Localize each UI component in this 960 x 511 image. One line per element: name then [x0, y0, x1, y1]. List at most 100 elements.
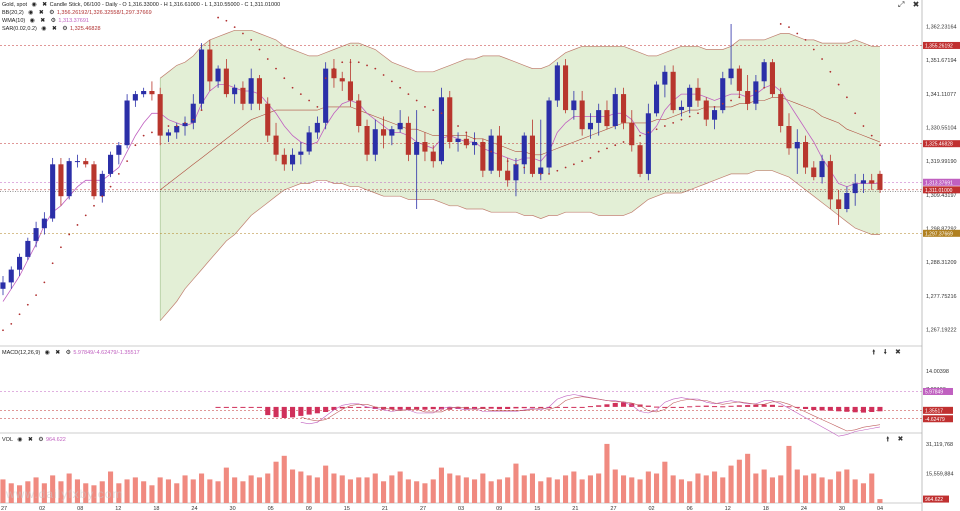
eye-icon[interactable]: ◉: [44, 350, 50, 356]
sar-dot: [697, 112, 699, 115]
macd-histogram-bar: [223, 406, 229, 408]
sar-dot: [515, 163, 517, 166]
sar-dot: [250, 39, 253, 41]
close-icon[interactable]: ✖: [55, 350, 61, 356]
macd-histogram-bar: [521, 406, 527, 409]
eye-icon[interactable]: ◉: [28, 10, 34, 16]
sar-dot: [407, 93, 410, 96]
volume-bar: [381, 481, 387, 503]
bollinger-band-fill: [160, 30, 880, 321]
volume-bar: [836, 471, 842, 503]
candle-body: [538, 167, 544, 174]
arrow-down-icon[interactable]: 🠛: [883, 349, 887, 356]
candle-body: [563, 65, 569, 111]
macd-histogram-bar: [587, 406, 593, 408]
sar-dot: [374, 67, 377, 70]
candle-body: [25, 240, 31, 257]
macd-flag-label: 1.35517: [925, 408, 943, 414]
eye-icon[interactable]: ◉: [17, 437, 23, 443]
close-icon[interactable]: ✖: [38, 10, 44, 16]
price-tick-label: 1,298.87292: [926, 227, 957, 233]
macd-histogram-bar: [687, 406, 693, 408]
close-icon[interactable]: ✖: [42, 2, 48, 8]
sar-dot: [870, 134, 873, 137]
sar-dot: [101, 195, 104, 198]
volume-bar: [372, 473, 378, 503]
sar-dot: [60, 246, 62, 249]
volume-bar: [554, 479, 560, 503]
volume-bar: [860, 483, 866, 503]
close-icon[interactable]: ✖: [894, 349, 901, 356]
arrow-expand-icon[interactable]: ⤢: [898, 0, 905, 9]
volume-bar: [290, 469, 296, 503]
price-flag-box: [923, 186, 960, 194]
close-icon[interactable]: ✖: [897, 436, 904, 443]
volume-bar: [339, 475, 345, 503]
sar-dot: [606, 147, 608, 150]
volume-bar: [116, 483, 122, 503]
signal-line: [300, 396, 881, 432]
price-tick-label: 1,319.99190: [926, 159, 957, 165]
candle-body: [58, 164, 64, 197]
gear-icon[interactable]: ⚙: [50, 18, 57, 24]
sar-dot: [746, 93, 749, 96]
volume-bar: [124, 479, 130, 503]
volume-bar: [17, 485, 23, 503]
wma-name: WMA(10): [2, 18, 26, 24]
volume-bar: [405, 479, 411, 503]
sar-dot: [51, 262, 54, 265]
candle-body: [794, 142, 800, 149]
volume-bar: [761, 469, 767, 503]
candle-body: [430, 151, 436, 162]
macd-histogram-bar: [397, 406, 403, 410]
volume-bar: [149, 485, 155, 503]
candle-body: [455, 138, 461, 142]
macd-histogram-bar: [389, 406, 395, 410]
gear-icon[interactable]: ⚙: [49, 10, 55, 16]
volume-bar: [654, 473, 660, 503]
close-icon[interactable]: ✖: [27, 437, 33, 443]
sar-dot: [490, 150, 493, 153]
price-flag-label: 1,311.01000: [925, 188, 953, 194]
eye-icon[interactable]: ◉: [29, 18, 35, 24]
macd-histogram-bar: [232, 406, 238, 408]
sar-dot: [117, 173, 120, 175]
candle-body: [587, 122, 593, 130]
candle-body: [389, 129, 395, 136]
sar-dot: [324, 77, 327, 80]
macd-histogram-bar: [869, 406, 875, 412]
sar-dot: [242, 32, 244, 35]
volume-bar: [844, 469, 850, 503]
macd-histogram-bar: [472, 406, 478, 410]
sar-dot: [879, 144, 881, 147]
candle-body: [41, 218, 47, 229]
volume-bar: [438, 467, 444, 503]
candle-body: [207, 49, 213, 82]
eye-icon[interactable]: ◉: [41, 26, 47, 32]
candle-body: [803, 142, 809, 168]
volume-bar: [389, 475, 395, 503]
sar-dot: [581, 160, 584, 163]
gear-icon[interactable]: ⚙: [62, 26, 68, 32]
macd-histogram-bar: [323, 406, 329, 412]
arrow-up-icon[interactable]: 🠙: [872, 349, 876, 356]
eye-icon[interactable]: ◉: [31, 2, 37, 8]
candle-body: [174, 126, 180, 133]
macd-histogram-bar: [877, 406, 883, 412]
close-icon[interactable]: ✖: [40, 18, 46, 24]
arrow-up-icon[interactable]: 🠙: [886, 436, 890, 443]
candle-body: [223, 68, 229, 95]
gear-icon[interactable]: ⚙: [65, 350, 71, 356]
close-icon[interactable]: ✖: [912, 0, 920, 9]
candle-body: [422, 142, 428, 152]
gear-icon[interactable]: ⚙: [38, 437, 44, 443]
sar-dot: [159, 128, 162, 131]
close-icon[interactable]: ✖: [51, 26, 57, 32]
macd-histogram-bar: [290, 406, 296, 418]
volume-bar: [753, 473, 759, 503]
volume-bar: [480, 473, 486, 503]
candle-body: [480, 142, 486, 171]
sar-dot: [564, 166, 567, 169]
volume-bar: [190, 479, 196, 503]
price-tick-label: 1,341.11077: [926, 92, 956, 98]
